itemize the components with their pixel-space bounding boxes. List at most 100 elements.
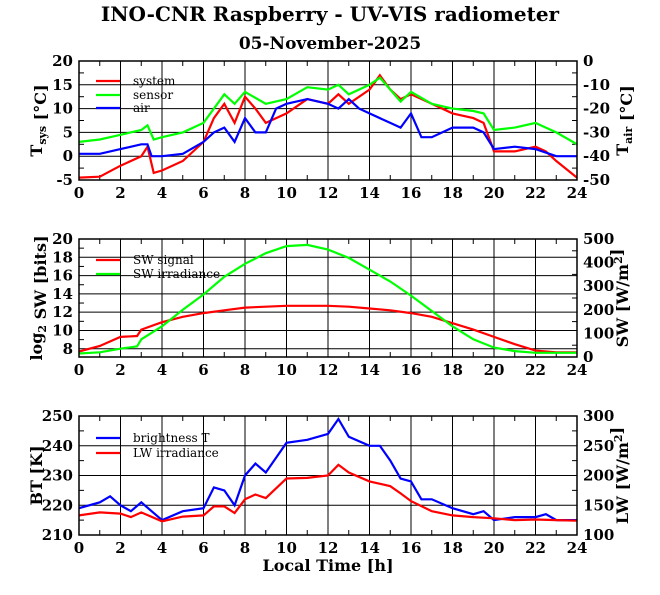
y2-axis-label: LW [W/m2] <box>607 427 632 524</box>
x-tick-label: 16 <box>401 184 422 202</box>
label-part: [°C] <box>617 85 636 126</box>
y-axis-label: BT [K] <box>27 445 46 505</box>
x-tick-label: 18 <box>442 361 463 379</box>
y-tick-label: 20 <box>52 52 73 70</box>
x-tick-label: 4 <box>157 184 167 202</box>
y2-tick-label: -10 <box>583 76 610 94</box>
x-tick-label: 16 <box>401 361 422 379</box>
legend-label: air <box>133 101 150 115</box>
x-tick-label: 2 <box>115 539 125 557</box>
x-tick-label: 10 <box>276 361 297 379</box>
plot-frame <box>78 60 578 181</box>
label-part: [°C] <box>31 84 50 125</box>
y-tick-label: 250 <box>42 407 73 425</box>
x-tick-label: 24 <box>567 539 588 557</box>
y2-tick-label: 400 <box>583 254 614 272</box>
x-tick-label: 14 <box>359 184 380 202</box>
y2-tick-label: 100 <box>583 526 614 544</box>
x-tick-label: 20 <box>484 361 505 379</box>
legend-label: sensor <box>133 88 173 102</box>
y2-tick-label: -30 <box>583 123 610 141</box>
label-part: SW [W/m <box>613 264 632 347</box>
y-tick-label: 12 <box>52 303 73 321</box>
x-tick-label: 14 <box>359 361 380 379</box>
legend-label: brightness T <box>133 431 209 445</box>
x-tick-label: 14 <box>359 539 380 557</box>
label-part: 2 <box>612 256 625 264</box>
x-tick-label: 22 <box>525 539 546 557</box>
x-tick-label: 2 <box>115 361 125 379</box>
y-tick-label: 15 <box>52 76 73 94</box>
chart-subtitle: 05-November-2025 <box>239 34 421 54</box>
plot-frame <box>78 238 578 358</box>
y-tick-label: 230 <box>42 467 73 485</box>
x-tick-label: 8 <box>240 184 250 202</box>
label-part: LW [W/m <box>613 442 632 524</box>
y2-tick-label: 100 <box>583 324 614 342</box>
x-tick-label: 16 <box>401 539 422 557</box>
y2-tick-label: 200 <box>583 467 614 485</box>
y2-tick-label: 250 <box>583 437 614 455</box>
legend-label: SW irradiance <box>133 267 220 281</box>
x-tick-label: 22 <box>525 184 546 202</box>
y2-axis-label: Tair [°C] <box>613 85 636 155</box>
label-part: SW [bits] <box>31 235 50 324</box>
x-tick-label: 18 <box>442 184 463 202</box>
y2-axis-label: SW [W/m2] <box>607 249 632 348</box>
x-tick-label: 2 <box>115 184 125 202</box>
y2-tick-label: 0 <box>583 348 593 366</box>
y2-tick-label: 200 <box>583 301 614 319</box>
panel-1: 0 2 4 6 8 10 12 14 16 18 20 22 24-505101520-50-40-30… <box>27 52 636 202</box>
x-tick-label: 20 <box>484 184 505 202</box>
x-tick-label: 8 <box>240 539 250 557</box>
legend-label: LW irradiance <box>133 446 219 460</box>
x-tick-label: 6 <box>198 184 208 202</box>
series-line-brightness-t <box>79 416 577 522</box>
x-tick-label: 8 <box>240 361 250 379</box>
y-tick-label: 10 <box>52 100 73 118</box>
x-tick-label: 4 <box>157 361 167 379</box>
x-tick-label: 12 <box>318 539 339 557</box>
x-tick-label: 18 <box>442 539 463 557</box>
y2-tick-label: -40 <box>583 147 610 165</box>
label-part: sys <box>36 126 49 145</box>
y-tick-label: 8 <box>63 340 73 358</box>
y-tick-label: 14 <box>52 285 73 303</box>
x-axis-label: Local Time [h] <box>262 556 393 575</box>
y-tick-label: 240 <box>42 437 73 455</box>
legend-label: SW signal <box>133 253 194 267</box>
label-part: air <box>622 127 635 144</box>
legend-label: system <box>133 74 176 88</box>
label-part: 2 <box>36 325 49 333</box>
y-tick-label: 0 <box>63 147 73 165</box>
x-tick-label: 20 <box>484 539 505 557</box>
x-tick-label: 0 <box>74 539 84 557</box>
series-line-sensor <box>79 76 577 146</box>
x-tick-label: 24 <box>567 184 588 202</box>
label-part: BT [K] <box>27 445 46 505</box>
series-line-lw-irradiance <box>79 463 577 523</box>
chart-title: INO-CNR Raspberry - UV-VIS radiometer <box>101 2 560 26</box>
series-line-air <box>79 97 577 158</box>
label-part: T <box>27 145 46 157</box>
x-tick-label: 22 <box>525 361 546 379</box>
series-line-sw-irradiance <box>79 243 577 355</box>
x-tick-label: 0 <box>74 184 84 202</box>
x-tick-label: 10 <box>276 539 297 557</box>
y-axis-label: Tsys [°C] <box>27 84 50 156</box>
y2-tick-label: -20 <box>583 100 610 118</box>
label-part: T <box>613 144 632 156</box>
y-tick-label: 210 <box>42 526 73 544</box>
label-part: ] <box>607 427 626 435</box>
x-tick-label: 24 <box>567 361 588 379</box>
x-tick-label: 6 <box>198 539 208 557</box>
label-part: 2 <box>612 434 625 442</box>
x-tick-label: 12 <box>318 184 339 202</box>
y-tick-label: 20 <box>52 230 73 248</box>
y-tick-label: 16 <box>52 267 73 285</box>
panel-2: 0 2 4 6 8 10 12 14 16 18 20 22 248101214161820010020… <box>27 230 632 379</box>
series-line-sw-signal <box>79 304 577 354</box>
plot-frame <box>78 415 578 536</box>
x-tick-label: 12 <box>318 361 339 379</box>
